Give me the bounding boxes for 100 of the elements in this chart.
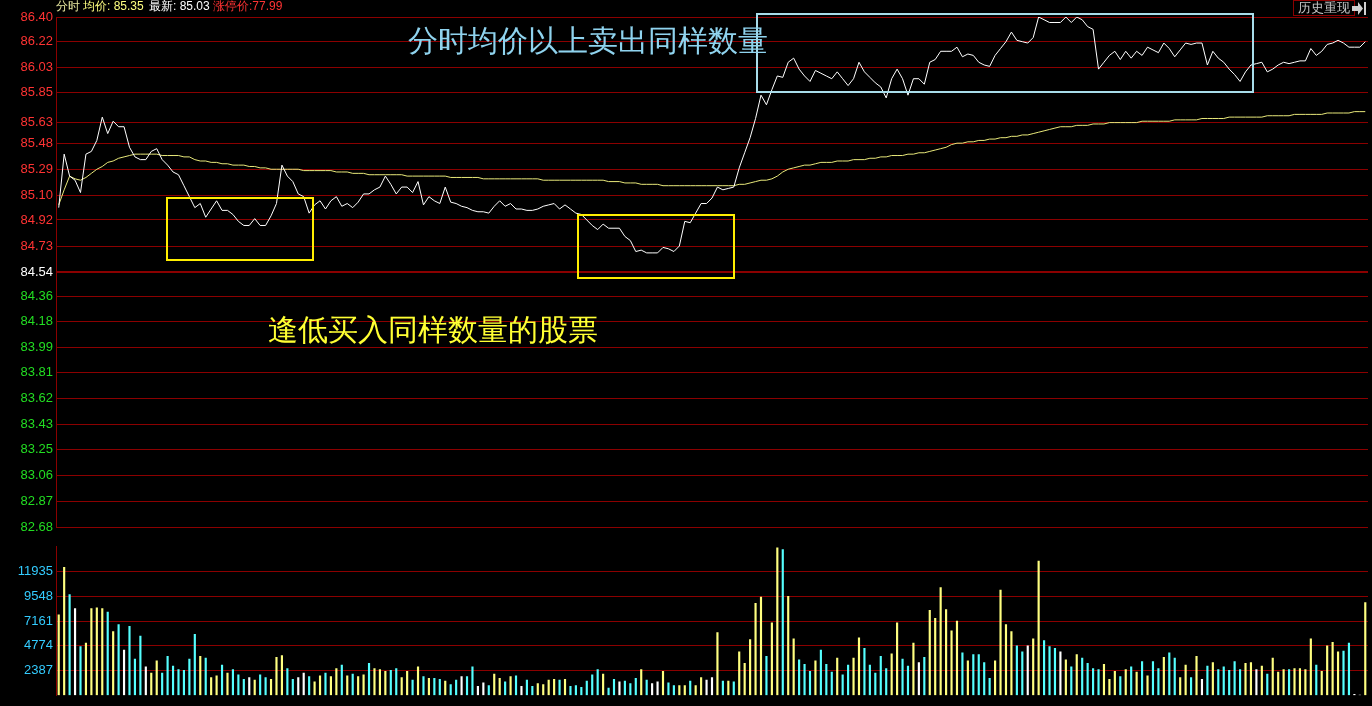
- bar: [939, 587, 942, 696]
- y-tick-label: 82.87: [20, 492, 53, 508]
- bar: [269, 679, 273, 696]
- bar: [1146, 675, 1149, 696]
- bar: [406, 671, 409, 696]
- bar: [63, 566, 66, 696]
- y-tick-label: 86.40: [20, 8, 53, 24]
- bar: [1364, 602, 1367, 696]
- bar: [400, 677, 403, 696]
- bar: [193, 633, 196, 696]
- y-tick-label: 84.73: [20, 237, 53, 253]
- bar: [912, 642, 915, 696]
- bar: [1287, 669, 1291, 696]
- bar: [994, 660, 997, 696]
- bar: [199, 656, 202, 696]
- bar: [651, 683, 654, 696]
- y-tick-label: 83.62: [20, 389, 53, 405]
- bar: [444, 680, 447, 696]
- bar: [1298, 668, 1302, 696]
- bar: [1173, 657, 1176, 696]
- bar: [155, 660, 158, 696]
- bar: [297, 677, 300, 696]
- bar: [57, 614, 60, 696]
- bar: [792, 638, 795, 696]
- bar: [634, 678, 637, 696]
- bar: [1130, 666, 1133, 696]
- bar: [1217, 669, 1220, 696]
- y-tick-label: 83.99: [20, 339, 53, 355]
- bar: [346, 675, 349, 696]
- bar: [618, 681, 621, 696]
- bar: [1179, 677, 1182, 696]
- y-tick-label: 83.25: [20, 440, 53, 456]
- bar: [879, 656, 882, 696]
- bar: [553, 679, 556, 696]
- bar: [1059, 651, 1062, 696]
- bar: [1157, 668, 1160, 696]
- bar: [422, 676, 425, 696]
- bar: [340, 664, 343, 696]
- bar: [1113, 671, 1116, 696]
- bar: [133, 658, 137, 696]
- bar: [144, 666, 147, 696]
- bar: [808, 671, 812, 696]
- bar: [547, 679, 550, 696]
- bar: [373, 668, 376, 696]
- bar: [215, 675, 218, 696]
- bar: [302, 672, 305, 696]
- bar: [1081, 657, 1084, 696]
- bar: [460, 676, 463, 696]
- bar: [612, 679, 616, 696]
- bar: [1162, 656, 1165, 696]
- bar: [765, 656, 768, 696]
- bar: [890, 653, 893, 696]
- bar: [531, 686, 534, 696]
- bar: [1043, 640, 1046, 696]
- y-tick-label: 85.85: [20, 84, 53, 100]
- y-tick-label: 85.29: [20, 160, 53, 176]
- bar: [558, 679, 561, 696]
- text: 最新: 85.03: [149, 0, 210, 14]
- bar: [1211, 662, 1214, 696]
- bar: [776, 547, 779, 696]
- bar: [1195, 656, 1198, 696]
- bar: [286, 668, 289, 696]
- y-tick-label: 2387: [24, 662, 53, 678]
- bar: [825, 663, 828, 696]
- bar: [318, 675, 322, 696]
- bar: [700, 677, 703, 696]
- bar: [248, 677, 251, 696]
- bar: [204, 657, 207, 696]
- bar: [1315, 664, 1318, 696]
- y-tick-label: 86.03: [20, 59, 53, 75]
- bar: [150, 672, 153, 696]
- bar: [1026, 645, 1029, 696]
- y-tick-label: 83.43: [20, 415, 53, 431]
- bar: [1075, 654, 1078, 696]
- bar: [863, 648, 866, 696]
- bar: [1244, 663, 1247, 696]
- bar: [449, 684, 452, 696]
- text: 分时: [56, 0, 80, 14]
- bar: [329, 676, 332, 696]
- bar: [868, 664, 871, 696]
- bar: [732, 681, 735, 696]
- bar: [335, 668, 338, 696]
- bar: [112, 631, 115, 696]
- y-tick-label: 7161: [24, 612, 53, 628]
- bar: [101, 608, 104, 696]
- bar: [536, 683, 539, 696]
- bar: [1097, 669, 1100, 696]
- bar: [1092, 668, 1095, 696]
- bar: [1168, 652, 1171, 696]
- bar: [253, 679, 256, 696]
- bar: [694, 685, 697, 696]
- bar: [542, 684, 545, 696]
- y-tick-label: 84.54: [20, 263, 53, 279]
- bar: [852, 657, 855, 696]
- bar: [1271, 657, 1274, 696]
- bar: [966, 660, 969, 696]
- bar: [514, 675, 518, 696]
- bar: [721, 680, 724, 696]
- bar: [656, 681, 659, 696]
- bar: [798, 659, 801, 696]
